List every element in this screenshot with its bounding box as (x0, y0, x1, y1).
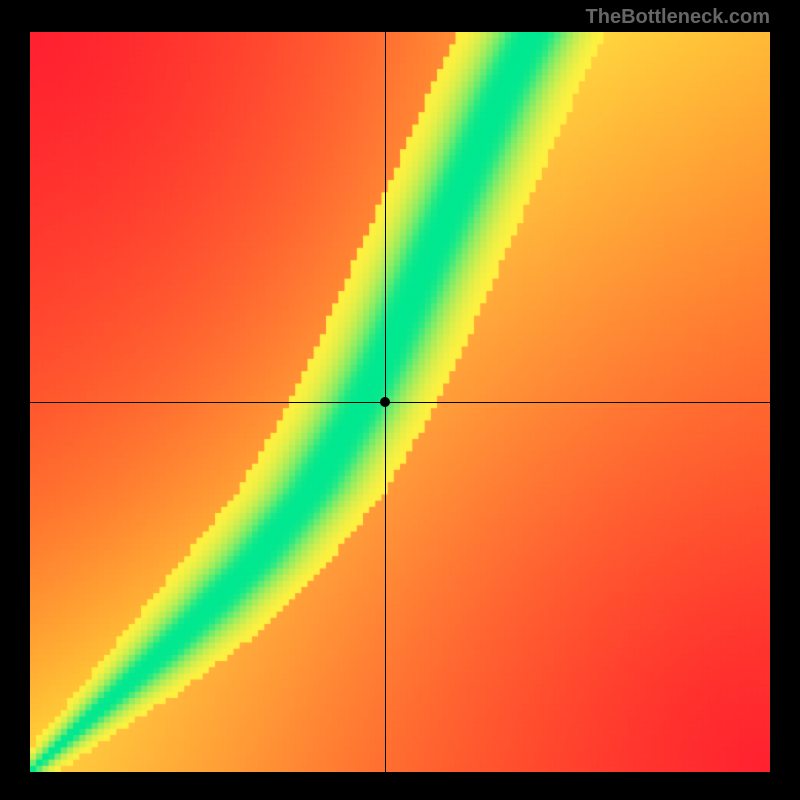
watermark-text: TheBottleneck.com (586, 6, 770, 29)
crosshair-point (380, 397, 390, 407)
crosshair-horizontal (30, 402, 770, 403)
heatmap-chart (30, 32, 770, 772)
